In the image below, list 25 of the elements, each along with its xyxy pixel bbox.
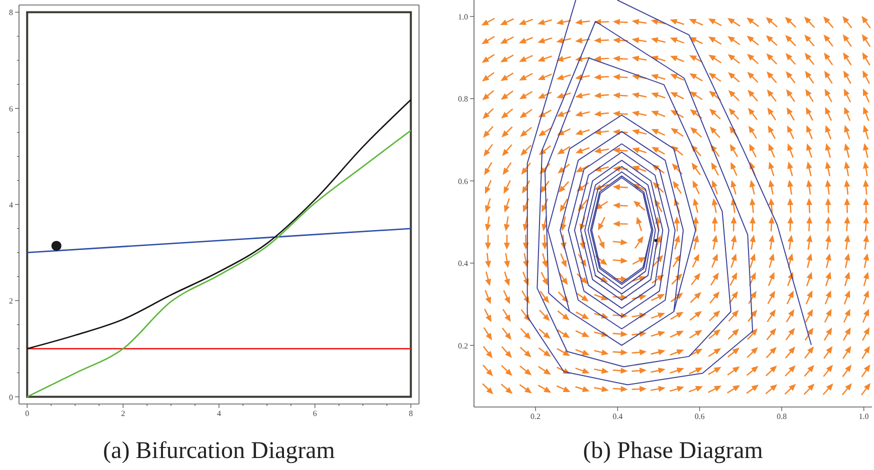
text: (b) Phase Diagram [583, 438, 764, 464]
y-tick-label: 0.4 [458, 259, 468, 268]
x-tick-label: 2 [121, 409, 126, 418]
y-tick-label: 0 [9, 392, 13, 402]
y-tick-label: 6 [9, 104, 13, 114]
x-tick-label: 4 [217, 409, 221, 418]
point [654, 239, 658, 242]
y-tick-label: 0.8 [458, 94, 468, 104]
y-tick-label: 8 [9, 8, 13, 18]
y-tick-label: 1.0 [458, 12, 468, 22]
x-tick-label: 8 [408, 409, 413, 418]
y-tick-label: 2 [9, 296, 13, 306]
text: (a) Bifurcation Diagram [103, 438, 336, 464]
x-tick-label: 0 [25, 409, 30, 418]
y-tick-label: 0.6 [458, 176, 468, 186]
x-tick-label: 0.2 [530, 412, 541, 421]
x-tick-label: 1.0 [858, 412, 869, 421]
line-series [26, 99, 412, 350]
line-series [26, 130, 412, 398]
x-tick-label: 6 [312, 409, 317, 418]
x-tick-label: 0.8 [776, 412, 787, 421]
y-tick-label: 0.2 [458, 341, 468, 350]
x-tick-label: 0.6 [694, 412, 705, 421]
y-tick-label: 4 [9, 200, 13, 210]
x-tick-label: 0.4 [612, 412, 623, 421]
